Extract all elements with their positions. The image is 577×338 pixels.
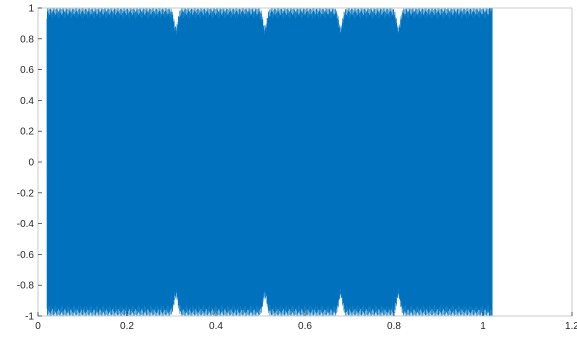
x-tick-label: 1.2 bbox=[565, 321, 577, 332]
y-tick-label: 0.2 bbox=[20, 127, 34, 138]
y-tick-label: -0.6 bbox=[17, 250, 35, 261]
signal-dense-band bbox=[82, 35, 488, 289]
y-tick-label: -0.2 bbox=[17, 188, 35, 199]
x-tick-label: 1 bbox=[480, 321, 486, 332]
y-axis: 1 0.8 0.6 0.4 0.2 0 -0.2 -0.4 -0.6 -0.8 -1 bbox=[17, 4, 42, 323]
y-tick-label: -0.4 bbox=[17, 219, 35, 230]
signal-series bbox=[46, 8, 493, 316]
y-tick-label: 0.6 bbox=[20, 65, 34, 76]
y-tick-label: 0 bbox=[28, 158, 34, 169]
y-tick-label: 0.4 bbox=[20, 96, 34, 107]
x-tick-label: 0.8 bbox=[387, 321, 401, 332]
y-tick-label: 1 bbox=[28, 4, 34, 15]
y-tick-label: 0.8 bbox=[20, 34, 34, 45]
x-tick-label: 0.6 bbox=[298, 321, 312, 332]
x-axis: 0 0.2 0.4 0.6 0.8 1 1.2 bbox=[35, 312, 577, 332]
x-tick-label: 0.4 bbox=[209, 321, 223, 332]
x-tick-label: 0.2 bbox=[120, 321, 134, 332]
y-tick-label: -0.8 bbox=[17, 281, 35, 292]
x-tick-label: 0 bbox=[35, 321, 41, 332]
y-tick-label: -1 bbox=[25, 312, 34, 323]
